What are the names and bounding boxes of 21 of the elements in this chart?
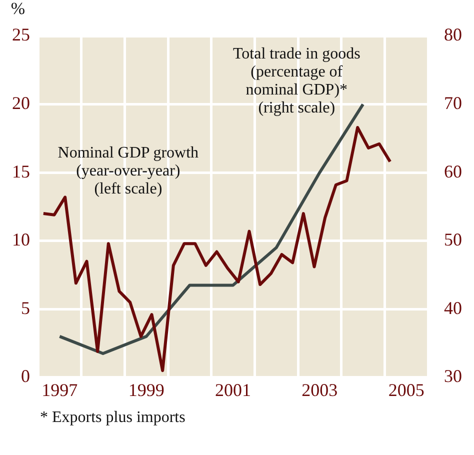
- y2-tick-label: 60: [444, 161, 462, 182]
- y-tick-label: 5: [21, 298, 30, 318]
- y-tick-label: 25: [12, 24, 30, 45]
- y-tick-label: 15: [12, 161, 30, 182]
- x-tick-label: 2003: [302, 380, 338, 400]
- y-tick-label: 20: [12, 93, 30, 114]
- series-label: Total trade in goods (percentage of nominal GDP)* (right scale): [233, 45, 360, 116]
- y2-tick-label: 30: [444, 366, 462, 386]
- y2-tick-label: 40: [444, 298, 462, 318]
- text: * Exports plus imports: [40, 408, 186, 427]
- y-axis-title: %: [10, 0, 26, 18]
- y2-tick-label: 50: [444, 230, 462, 250]
- y2-tick-label: 70: [444, 93, 462, 114]
- y-tick-label: 10: [12, 230, 30, 250]
- x-tick-label: 1997: [42, 380, 78, 400]
- series-label: Nominal GDP growth (year-over-year) (left scale): [58, 144, 199, 198]
- y2-tick-label: 80: [444, 24, 462, 45]
- x-tick-label: 1999: [128, 380, 164, 400]
- x-tick-label: 2005: [388, 380, 424, 400]
- x-tick-label: 2001: [215, 380, 251, 400]
- y-tick-label: 0: [21, 366, 30, 386]
